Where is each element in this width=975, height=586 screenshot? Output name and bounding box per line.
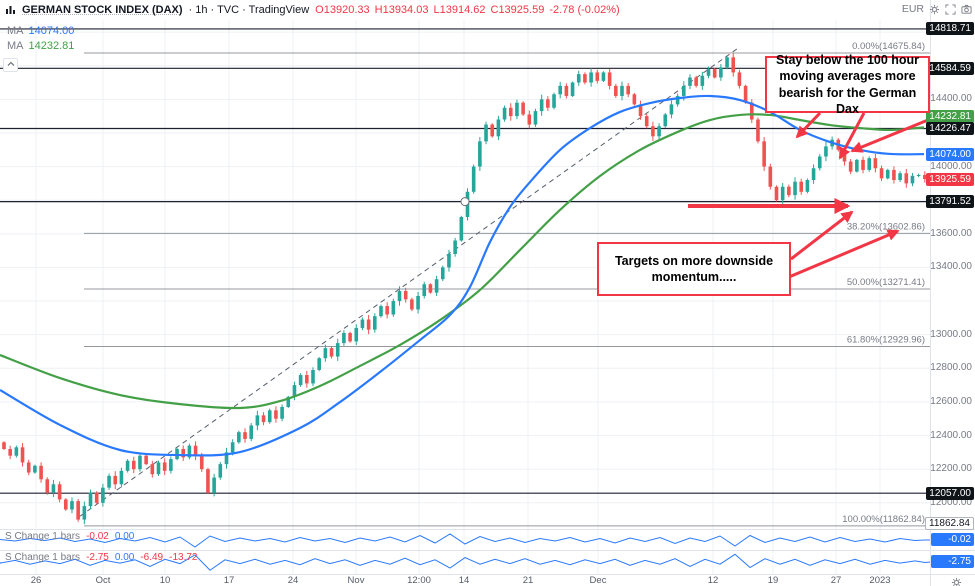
ma-legend-row[interactable]: MA 14232.81	[7, 38, 74, 53]
indicator-2-legend[interactable]: S Change 1 bars -2.75 0.00 -6.49 -13.72	[5, 552, 197, 563]
high-label: H	[374, 3, 383, 16]
time-axis-label: 27	[830, 575, 842, 586]
indicator-value: 0.00	[114, 531, 135, 542]
indicator-value: -2.75	[86, 552, 109, 563]
price-badge: 12057.00	[926, 486, 974, 500]
ma-legend-row[interactable]: MA 14074.00	[7, 23, 74, 38]
price-axis[interactable]: 14400.00 14000.00 13600.00 13400.00 13000.00…	[925, 0, 975, 586]
header-toolbar: EUR	[902, 3, 972, 15]
chart-icon	[5, 4, 16, 15]
symbol-title[interactable]: GERMAN STOCK INDEX (DAX)	[22, 3, 183, 16]
time-axis-label: 10	[159, 575, 171, 586]
price-badge: 11862.84	[925, 517, 974, 531]
price-badge: 14074.00	[926, 147, 974, 161]
time-axis-label: 21	[522, 575, 534, 586]
indicator-title[interactable]: S Change 1 bars	[5, 531, 81, 542]
indicator-badge: -2.75	[931, 555, 974, 568]
low-value: 13914.62	[439, 3, 486, 16]
price-badge: 14232.81	[926, 109, 974, 123]
change-value: -2.78 (-0.02%)	[549, 3, 620, 16]
camera-icon[interactable]	[961, 4, 972, 15]
price-axis-label: 12800.00	[930, 362, 972, 374]
indicator-value: -0.02	[86, 531, 109, 542]
price-axis-label: 12200.00	[930, 463, 972, 475]
ma-value: 14232.81	[28, 39, 75, 52]
settings-icon[interactable]	[951, 575, 962, 586]
price-axis-label: 13000.00	[930, 328, 972, 340]
price-axis-label: 12000.00	[930, 496, 972, 508]
price-axis-label: 14000.00	[930, 160, 972, 172]
ma-label: MA	[7, 24, 24, 37]
fib-label: 38.20%(13602.86)	[847, 221, 925, 232]
price-axis-label: 13400.00	[930, 261, 972, 273]
indicator-value: -13.72	[169, 552, 198, 563]
price-badge: 14584.59	[926, 61, 974, 75]
time-axis-label: 17	[223, 575, 235, 586]
price-badge: 13925.59	[926, 172, 974, 186]
indicator-title[interactable]: S Change 1 bars	[5, 552, 81, 563]
price-badge: 13791.52	[926, 195, 974, 209]
indicator-value: -6.49	[140, 552, 164, 563]
time-axis-label: Nov	[347, 575, 365, 586]
price-badge: 14818.71	[926, 22, 974, 36]
chart-header: GERMAN STOCK INDEX (DAX) · 1h · TVC · Tr…	[0, 0, 620, 19]
indicator-value: 0.00	[114, 552, 135, 563]
time-axis[interactable]: 26 Oct 10 17 24 Nov 12:00 14 21 Dec 12 19 27 2023	[0, 575, 930, 586]
price-badge: 14226.47	[926, 122, 974, 135]
close-label: C	[490, 3, 499, 16]
high-value: 13934.03	[382, 3, 429, 16]
time-axis-label: Dec	[589, 575, 607, 586]
fib-label: 0.00%(14675.84)	[852, 41, 925, 52]
indicator-badge: -0.02	[931, 533, 974, 546]
change-indicator-plots[interactable]	[0, 533, 931, 571]
ma-label: MA	[7, 39, 24, 52]
close-value: 13925.59	[498, 3, 545, 16]
currency-label: EUR	[901, 3, 924, 15]
indicator-legend: MA 14074.00 MA 14232.81	[7, 23, 74, 53]
time-axis-label: 14	[458, 575, 470, 586]
annotation-note-2[interactable]: Targets on more downside momentum.....	[597, 242, 791, 296]
open-value: 13920.33	[323, 3, 370, 16]
time-axis-label: 2023	[869, 575, 891, 586]
price-axis-label: 12600.00	[930, 395, 972, 407]
indicator-1-legend[interactable]: S Change 1 bars -0.02 0.00	[5, 531, 134, 542]
ma-200-line[interactable]	[0, 113, 925, 410]
line-anchor-handle[interactable]	[460, 197, 470, 207]
ma-100-line[interactable]	[0, 94, 925, 457]
low-label: L	[433, 3, 440, 16]
fullscreen-icon[interactable]	[945, 3, 956, 15]
symbol-meta: · 1h · TVC · TradingView	[188, 3, 310, 16]
price-axis-label: 13600.00	[930, 227, 972, 239]
time-axis-label: 12	[707, 575, 719, 586]
fib-label: 50.00%(13271.41)	[847, 277, 925, 288]
time-axis-label: 19	[767, 575, 779, 586]
time-axis-label: 26	[30, 575, 42, 586]
ohlc-readout: O13920.33 H13934.03 L13914.62 C13925.59 …	[315, 4, 619, 16]
fib-label: 100.00%(11862.84)	[842, 514, 925, 525]
annotation-note-1[interactable]: Stay below the 100 hour moving averages …	[765, 53, 930, 116]
open-label: O	[315, 3, 324, 16]
time-axis-label: 12:00	[407, 575, 431, 586]
time-axis-label: Oct	[95, 575, 111, 586]
price-axis-label: 12400.00	[930, 429, 972, 441]
gear-icon[interactable]	[929, 4, 940, 15]
collapse-legend-button[interactable]	[3, 58, 18, 72]
ma-value: 14074.00	[28, 24, 75, 37]
price-axis-label: 14400.00	[930, 93, 972, 105]
fib-label: 61.80%(12929.96)	[847, 334, 925, 345]
annotation-arrows[interactable]	[688, 111, 929, 279]
chevron-up-icon	[6, 56, 16, 74]
time-axis-label: 24	[287, 575, 299, 586]
